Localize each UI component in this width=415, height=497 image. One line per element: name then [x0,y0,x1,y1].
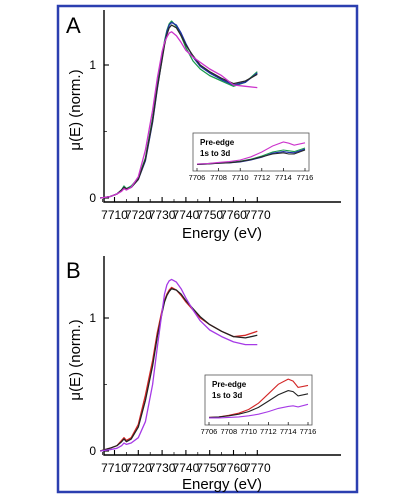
inset-tick-label: 7708 [220,427,237,436]
inset-series-group [196,141,306,165]
inset-series-line-3 [196,149,306,165]
inset-tick-label: 7710 [232,173,249,182]
x-tick-label: 7760 [220,461,247,475]
y-tick-label: 1 [89,58,96,72]
panel-label: B [66,258,81,283]
inset: Pre-edge 1s to 3d 7706 7708 7710 7712 7714 77… [201,374,317,436]
y-tick-label: 1 [89,311,96,325]
series-group [100,278,258,452]
y-ticks: 01 [89,311,109,458]
x-tick-label: 7770 [244,461,271,475]
inset-series-line-4 [196,141,306,165]
x-axis-title: Energy (eV) [182,225,262,242]
x-tick-label: 7710 [101,461,128,475]
series-line-1 [100,20,258,199]
inset-tick-label: 7706 [189,173,206,182]
axes [103,10,341,203]
x-tick-label: 7720 [125,461,152,475]
series-line-4 [100,31,258,199]
x-tick-label: 7760 [220,208,247,222]
x-tick-label: 7770 [244,208,271,222]
inset-tick-label: 7708 [210,173,227,182]
inset-x-ticks: 7706 7708 7710 7712 7714 7716 [189,168,314,182]
series-line-2 [100,21,258,199]
y-axis-title: μ(E) (norm.) [67,319,84,400]
inset-x-ticks: 7706 7708 7710 7712 7714 7716 [201,422,317,436]
x-tick-label: 7750 [196,208,223,222]
inset-title-line-2: 1s to 3d [200,149,230,158]
inset-tick-label: 7712 [260,427,277,436]
inset-series-line-2 [208,390,309,418]
series-line-2 [100,288,258,452]
panel-label: A [66,13,81,38]
inset-tick-label: 7716 [300,427,317,436]
x-tick-label: 7740 [173,208,200,222]
series-line-3 [100,278,258,452]
y-axis-title: μ(E) (norm.) [67,69,84,150]
series-group [100,20,258,199]
inset: Pre-edge 1s to 3d 7706 7708 7710 7712 7714 77… [189,132,314,182]
y-tick-label: 0 [89,444,96,458]
figure-frame [56,4,359,494]
x-tick-label: 7740 [173,461,200,475]
y-ticks: 01 [89,58,109,205]
y-tick-label: 0 [89,191,96,205]
inset-series-line-3 [209,403,309,419]
x-tick-label: 7750 [196,461,223,475]
inset-tick-label: 7716 [297,173,314,182]
x-tick-label: 7720 [125,208,152,222]
axes [103,256,341,456]
x-tick-label: 7730 [149,461,176,475]
inset-tick-label: 7714 [280,427,297,436]
inset-title-line-1: Pre-edge [200,138,235,147]
x-tick-label: 7730 [149,208,176,222]
x-tick-label: 7710 [101,208,128,222]
inset-title-line-2: 1s to 3d [212,391,242,400]
inset-tick-label: 7712 [253,173,270,182]
inset-tick-label: 7714 [275,173,292,182]
inset-series-group [208,378,309,419]
inset-tick-label: 7710 [240,427,257,436]
x-axis-title: Energy (eV) [182,476,262,493]
inset-title-line-1: Pre-edge [212,380,247,389]
inset-tick-label: 7706 [201,427,218,436]
